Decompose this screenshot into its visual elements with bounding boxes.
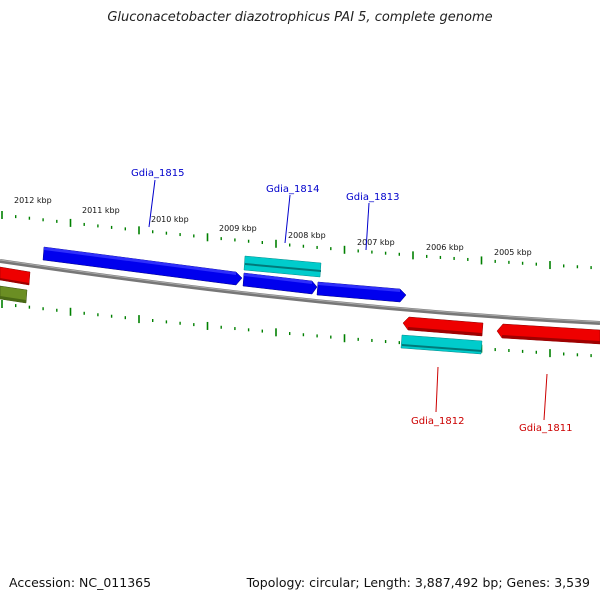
rna-feature-reverse[interactable]: [400, 334, 483, 355]
kbp-label-2006: 2006 kbp: [426, 243, 464, 252]
map-title: Gluconacetobacter diazotrophicus PAI 5, …: [107, 10, 493, 25]
kbp-label-2005: 2005 kbp: [494, 248, 532, 257]
kbp-label-2010: 2010 kbp: [151, 215, 189, 224]
gene-leader-lines: [148, 179, 548, 421]
kbp-label-2011: 2011 kbp: [82, 206, 120, 215]
accession-text: Accession: NC_011365: [9, 575, 152, 590]
kbp-label-2009: 2009 kbp: [219, 224, 257, 233]
gene-label-gdia-1814[interactable]: Gdia_1814: [266, 184, 319, 195]
gene-label-gdia-1811[interactable]: Gdia_1811: [519, 423, 572, 434]
genome-summary-text: Topology: circular; Length: 3,887,492 bp…: [246, 575, 590, 590]
kbp-labels: 2012 kbp 2011 kbp 2010 kbp 2009 kbp 2008…: [14, 196, 532, 257]
kbp-label-2008: 2008 kbp: [288, 231, 326, 240]
kbp-label-2012: 2012 kbp: [14, 196, 52, 205]
forward-strand-features: [0, 246, 407, 304]
gene-labels: Gdia_1815 Gdia_1814 Gdia_1813 Gdia_1812 …: [131, 168, 572, 434]
genome-backbone: [0, 259, 600, 325]
gene-label-gdia-1812[interactable]: Gdia_1812: [411, 416, 464, 427]
gene-arrow-gdia-1814[interactable]: [242, 272, 318, 295]
gene-label-gdia-1815[interactable]: Gdia_1815: [131, 168, 184, 179]
outer-tick-row: [1, 211, 592, 270]
reverse-strand-features: [400, 316, 600, 355]
kbp-label-2007: 2007 kbp: [357, 238, 395, 247]
gene-label-gdia-1813[interactable]: Gdia_1813: [346, 192, 399, 203]
